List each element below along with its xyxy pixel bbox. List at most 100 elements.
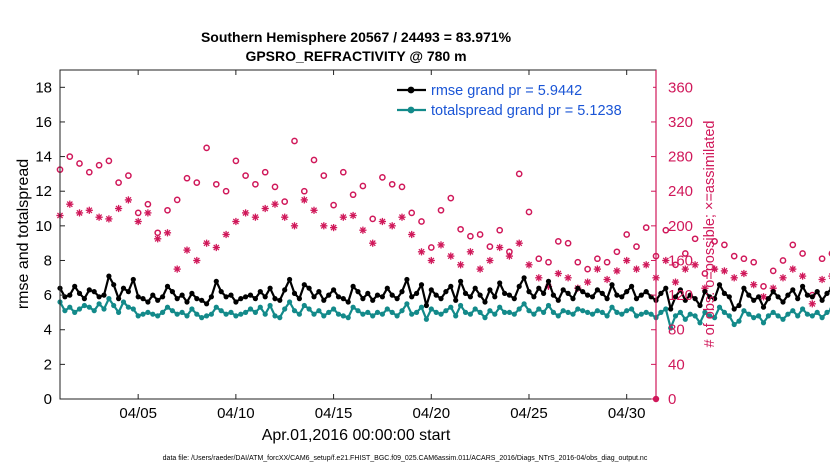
possible-point (183, 174, 191, 182)
assimilated-stroke (486, 257, 493, 264)
totalspread-point (492, 311, 498, 317)
rmse-point (174, 296, 180, 302)
totalspread-point (360, 311, 366, 317)
totalspread-point (116, 309, 122, 315)
assimilated-stroke (76, 209, 83, 216)
rmse-point (282, 287, 288, 293)
totalspread-point (702, 309, 708, 315)
rmse-point (311, 294, 317, 300)
totalspread-point (370, 313, 376, 319)
totalspread-point (62, 308, 68, 314)
rmse-point (213, 278, 219, 284)
assimilated-stroke (457, 261, 464, 268)
rmse-point (194, 296, 200, 302)
assimilated-stroke (105, 215, 112, 222)
rmse-point (751, 297, 757, 303)
rmse-point (238, 296, 244, 302)
rmse-point (614, 292, 620, 298)
rmse-point (291, 290, 298, 296)
assimilated-stroke (721, 267, 728, 274)
rmse-point (692, 296, 698, 302)
totalspread-point (404, 301, 410, 307)
possible-point (398, 183, 406, 191)
x-tick-label: 04/30 (608, 405, 646, 422)
rmse-point (389, 292, 395, 298)
rmse-point (438, 296, 444, 302)
totalspread-point (687, 311, 693, 317)
possible-point (291, 137, 298, 145)
assimilated-point (720, 267, 728, 275)
assimilated-stroke (740, 270, 747, 277)
rmse-point (331, 287, 337, 293)
possible-point (144, 200, 152, 208)
assimilated-point (486, 256, 494, 265)
totalspread-point (726, 313, 732, 319)
assimilated-stroke (799, 273, 806, 280)
totalspread-point (824, 309, 830, 315)
rmse-point (150, 292, 156, 298)
assimilated-point (105, 215, 113, 223)
totalspread-point (218, 308, 224, 314)
assimilated-point (496, 243, 504, 252)
totalspread-point (819, 315, 825, 321)
totalspread-point (648, 311, 654, 317)
totalspread-point (350, 304, 356, 310)
possible-point (359, 182, 367, 190)
assimilated-stroke (66, 201, 73, 208)
possible-point (76, 160, 83, 167)
totalspread-point (629, 306, 635, 312)
rmse-point (526, 289, 532, 295)
possible-point (545, 258, 552, 266)
rmse-point (633, 296, 640, 302)
rmse-point (370, 297, 376, 303)
rmse-point (658, 290, 664, 296)
assimilated-point (632, 265, 641, 273)
rmse-point (638, 292, 644, 298)
assimilated-stroke (760, 293, 767, 300)
assimilated-point (349, 211, 357, 220)
rmse-point (76, 290, 83, 296)
totalspread-point (135, 313, 141, 319)
rmse-point (223, 294, 229, 300)
rmse-point (189, 290, 195, 296)
rmse-point (72, 283, 78, 289)
rmse-point (360, 296, 366, 302)
y-right-tick-label: 120 (668, 287, 693, 304)
possible-point (281, 198, 289, 205)
rmse-point (521, 275, 527, 281)
legend-rmse-label: rmse grand pr = 5.9442 (431, 83, 582, 99)
assimilated-point (359, 226, 367, 234)
rmse-point (140, 296, 146, 302)
assimilated-stroke (96, 214, 103, 221)
totalspread-point (101, 306, 107, 312)
assimilated-stroke (398, 214, 406, 221)
totalspread-point (316, 308, 322, 314)
assimilated-point (85, 206, 93, 214)
assimilated-point (212, 243, 220, 252)
possible-point (623, 231, 631, 238)
rmse-point (746, 292, 752, 298)
rmse-point (247, 292, 254, 298)
assimilated-point (203, 239, 211, 247)
assimilated-stroke (223, 231, 230, 238)
totalspread-point (800, 306, 806, 312)
zero-count-marker (652, 395, 660, 403)
rmse-point (443, 289, 449, 295)
assimilated-point (662, 256, 670, 265)
totalspread-point (795, 313, 801, 319)
totalspread-point (580, 308, 586, 314)
totalspread-point (609, 304, 615, 310)
totalspread-point (497, 304, 503, 310)
assimilated-stroke (516, 240, 523, 247)
rmse-point (809, 294, 815, 300)
assimilated-point (369, 239, 377, 247)
rmse-point (301, 282, 307, 288)
possible-point (642, 224, 650, 231)
totalspread-point (277, 315, 283, 321)
possible-point (525, 208, 533, 216)
rmse-point (697, 302, 703, 309)
totalspread-point (272, 313, 278, 319)
assimilated-point (163, 229, 172, 237)
assimilated-stroke (271, 201, 279, 208)
totalspread-point (291, 308, 298, 314)
